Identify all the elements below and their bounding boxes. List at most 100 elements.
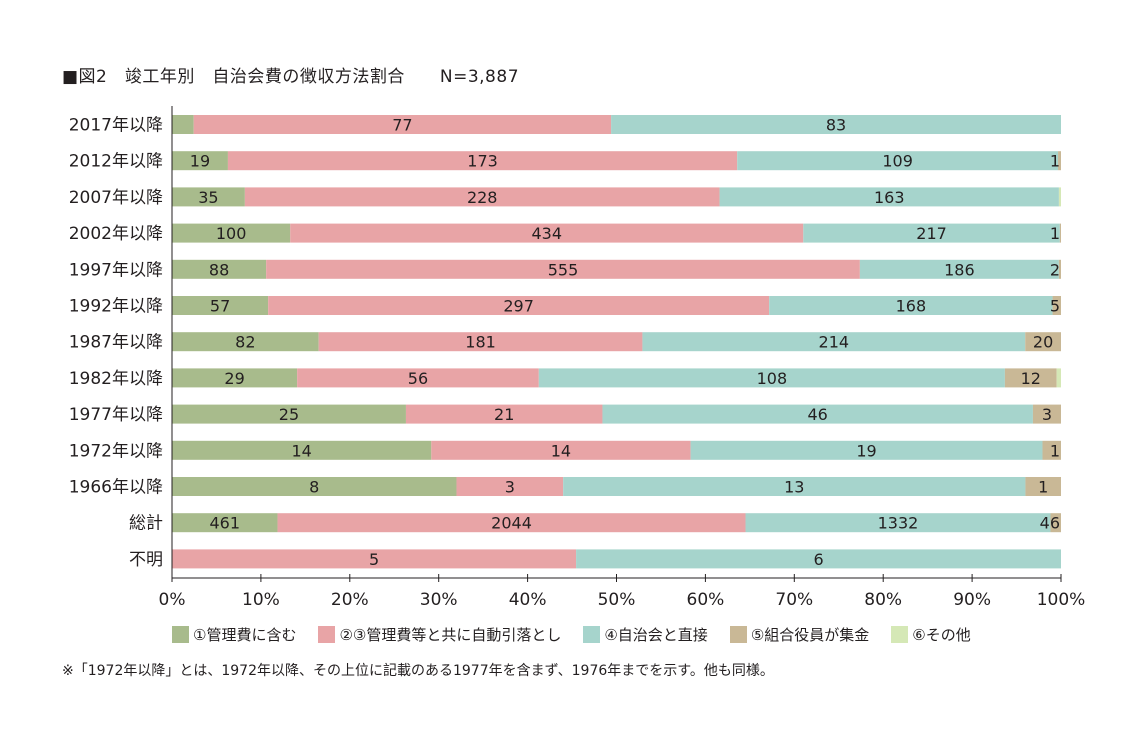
category-label: 2017年以降: [69, 116, 163, 136]
bar-segment: [803, 223, 1060, 243]
data-label: 1: [1050, 224, 1060, 243]
bar-segment: [1058, 151, 1061, 171]
data-label: 14: [551, 441, 571, 460]
data-label: 168: [896, 297, 927, 316]
legend-item: ⑥その他: [891, 624, 971, 645]
data-label: 6: [813, 550, 823, 569]
bar-segment: [172, 440, 432, 460]
bar-segment: [1004, 368, 1057, 388]
x-tick-label: 60%: [687, 590, 725, 610]
data-label: 2044: [491, 514, 532, 533]
data-label: 2: [1050, 260, 1060, 279]
bar-segment: [431, 440, 691, 460]
bar-segment: [172, 332, 319, 352]
legend-label: ⑥その他: [912, 626, 971, 644]
bar-segment: [719, 187, 1059, 207]
legend-swatch: [729, 626, 747, 643]
data-label: 1: [1038, 478, 1048, 497]
data-label: 25: [279, 405, 299, 424]
bar-segment: [227, 151, 738, 171]
data-label: 88: [209, 260, 229, 279]
data-label: 19: [190, 152, 210, 171]
data-label: 5: [1050, 297, 1060, 316]
bar-segment: [745, 513, 1051, 533]
bar-segment: [859, 259, 1059, 279]
stacked-bar-chart: 4778319173109135228163100434217188555186…: [69, 106, 1086, 610]
bar-segment: [1059, 223, 1061, 243]
data-label: 1: [1050, 441, 1060, 460]
category-label: 2007年以降: [69, 188, 163, 208]
legend-swatch: [891, 626, 909, 643]
x-tick-label: 30%: [420, 590, 458, 610]
bar-segment: [538, 368, 1005, 388]
data-label: 108: [757, 369, 788, 388]
bar-segment: [1058, 259, 1061, 279]
bar-segment: [1025, 332, 1061, 352]
bar-segment: [172, 296, 269, 315]
x-tick-label: 10%: [242, 590, 280, 610]
bars-layer: 4778319173109135228163100434217188555186…: [172, 115, 1061, 569]
bar-segment: [172, 404, 406, 424]
data-label: 109: [882, 152, 913, 171]
x-tick-label: 100%: [1037, 590, 1086, 610]
data-label: 434: [531, 224, 562, 243]
bar-segment: [1056, 368, 1061, 388]
data-label: 77: [392, 116, 412, 135]
x-tick-label: 70%: [775, 590, 813, 610]
bar-segment: [172, 368, 298, 388]
bar-segment: [193, 115, 612, 134]
data-label: 3: [1042, 405, 1052, 424]
data-label: 29: [224, 369, 244, 388]
bar-segment: [611, 115, 1061, 134]
x-tick-label: 50%: [598, 590, 636, 610]
footnote: ※「1972年以降」とは、1972年以降、その上位に記載のある1977年を含まず…: [62, 663, 774, 679]
bar-segment: [602, 404, 1033, 424]
data-label: 214: [819, 333, 850, 352]
bar-segment: [690, 440, 1043, 460]
data-label: 5: [369, 550, 379, 569]
category-label: 1997年以降: [69, 260, 163, 280]
data-label: 83: [826, 116, 846, 135]
data-label: 228: [467, 188, 498, 207]
data-label: 46: [1040, 514, 1060, 533]
bar-segment: [318, 332, 643, 352]
bar-segment: [405, 404, 603, 424]
data-label: 8: [309, 478, 319, 497]
category-label: 1982年以降: [69, 369, 163, 389]
data-label: 297: [503, 297, 534, 316]
x-tick-label: 40%: [509, 590, 547, 610]
bar-segment: [172, 549, 577, 569]
bar-segment: [172, 477, 457, 496]
legend-swatch: [583, 626, 601, 643]
bar-segment: [172, 223, 291, 243]
bar-segment: [563, 477, 1026, 496]
bar-segment: [244, 187, 720, 207]
bar-segment: [576, 549, 1061, 569]
legend-swatch: [318, 626, 336, 643]
bar-segment: [297, 368, 539, 388]
bar-segment: [1042, 440, 1061, 460]
bar-segment: [769, 296, 1053, 315]
data-label: 35: [198, 188, 218, 207]
category-label: 1992年以降: [69, 297, 163, 317]
data-label: 13: [784, 478, 804, 497]
data-label: 56: [408, 369, 428, 388]
legend-item: ①管理費に含む: [172, 624, 296, 645]
legend-item: ②③管理費等と共に自動引落とし: [318, 624, 561, 645]
bar-segment: [277, 513, 746, 533]
bar-segment: [290, 223, 804, 243]
bar-segment: [172, 151, 228, 171]
bar-segment: [172, 513, 278, 533]
chart-title: ■図2 竣工年別 自治会費の徴収方法割合 N=3,887: [62, 67, 520, 87]
data-label: 555: [548, 260, 579, 279]
x-tick-label: 20%: [331, 590, 369, 610]
legend-label: ②③管理費等と共に自動引落とし: [339, 626, 562, 644]
data-label: 46: [808, 405, 828, 424]
category-label: 2012年以降: [69, 152, 163, 172]
data-label: 461: [209, 514, 240, 533]
category-label: 総計: [129, 514, 163, 534]
data-label: 186: [944, 260, 975, 279]
x-tick-label: 90%: [953, 590, 991, 610]
bar-segment: [1032, 404, 1061, 424]
data-label: 181: [465, 333, 496, 352]
